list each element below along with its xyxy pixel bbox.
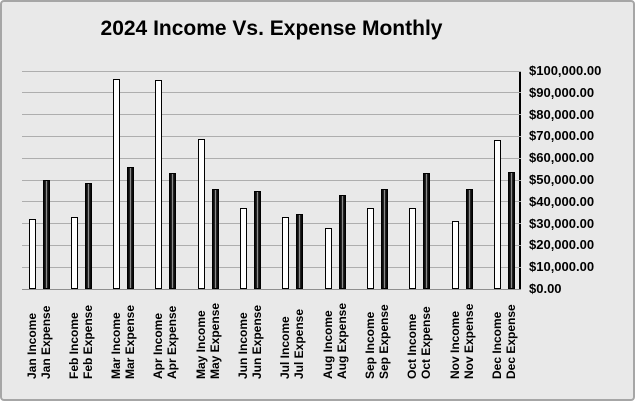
bar-oct-expense[interactable] [423,173,431,289]
x-axis-label: Oct Expense [419,306,434,379]
bar-aug-income[interactable] [324,227,332,289]
gridline [22,244,521,246]
x-axis-label: Sep Expense [376,304,391,379]
gridline [22,114,521,116]
bar-aug-expense[interactable] [338,195,346,289]
x-axis-label: Mar Income [109,312,124,379]
bar-dec-expense[interactable] [507,172,515,289]
gridline [22,135,521,137]
x-axis-label: Oct Income [405,313,420,379]
y-axis-label: $100,000.00 [529,63,602,78]
bar-mar-income[interactable] [113,78,121,289]
bar-sep-expense[interactable] [380,188,388,289]
x-axis-label: Aug Income [320,310,335,379]
gridline [22,179,521,181]
gridline [22,70,521,72]
x-axis-label: Nov Expense [461,303,476,379]
gridline [22,266,521,268]
plot-area [22,70,521,290]
bar-feb-expense[interactable] [84,183,92,289]
x-axis-label: Dec Income [489,311,504,379]
x-axis-label: Jul Expense [292,308,307,379]
y-axis-label: $80,000.00 [529,106,595,122]
y-axis-label: $40,000.00 [529,193,595,209]
gridline [22,201,521,203]
y-axis-label: $60,000.00 [529,150,595,166]
y-axis-label: $0.00 [529,281,562,296]
x-axis-label: May Expense [207,302,222,379]
bar-jun-income[interactable] [240,208,247,289]
y-axis-label: $20,000.00 [529,237,595,253]
x-axis-label: Apr Income [151,312,166,379]
x-axis-label: Jul Income [278,316,293,379]
x-axis-label: Jun Income [236,312,250,379]
bar-mar-expense[interactable] [127,166,135,289]
x-axis-label: Jan Income [24,312,39,379]
y-axis-label: $50,000.00 [529,172,595,187]
x-axis-label: May Income [193,310,208,379]
x-axis-label: Sep Income [362,311,377,379]
x-axis-label: Feb Expense [80,304,95,379]
bar-jun-expense[interactable] [254,190,261,289]
y-axis-label: $70,000.00 [529,128,595,144]
bar-jan-income[interactable] [28,219,36,289]
x-axis-label: Jan Expense [38,305,53,379]
gridline [22,157,521,159]
bar-oct-income[interactable] [409,208,417,289]
gridline [22,223,521,225]
bar-feb-income[interactable] [70,217,78,289]
bar-apr-income[interactable] [155,79,163,289]
y-axis-label: $30,000.00 [529,215,595,231]
chart-title: 2024 Income Vs. Expense Monthly [100,17,443,40]
bar-apr-expense[interactable] [169,173,177,289]
gridline [22,288,521,290]
x-axis-label: Mar Expense [123,304,138,379]
x-axis-label: Nov Income [447,310,462,379]
y-axis-label: $10,000.00 [529,259,595,275]
x-axis-label: Jun Expense [250,304,264,379]
x-axis-label: Aug Expense [334,302,349,379]
bar-jan-expense[interactable] [42,180,50,289]
bar-nov-income[interactable] [451,221,459,289]
bar-sep-income[interactable] [366,208,374,289]
y-axis-label: $90,000.00 [529,84,595,100]
bar-may-income[interactable] [197,138,205,289]
bar-dec-income[interactable] [493,139,501,289]
x-axis-label: Dec Expense [503,304,518,379]
x-axis-label: Feb Income [66,312,81,379]
bar-jul-expense[interactable] [296,213,304,289]
x-axis-label: Apr Expense [165,305,180,379]
bar-may-expense[interactable] [211,188,219,289]
bar-jul-income[interactable] [282,217,290,289]
bar-nov-expense[interactable] [465,188,473,289]
gridline [22,92,521,94]
